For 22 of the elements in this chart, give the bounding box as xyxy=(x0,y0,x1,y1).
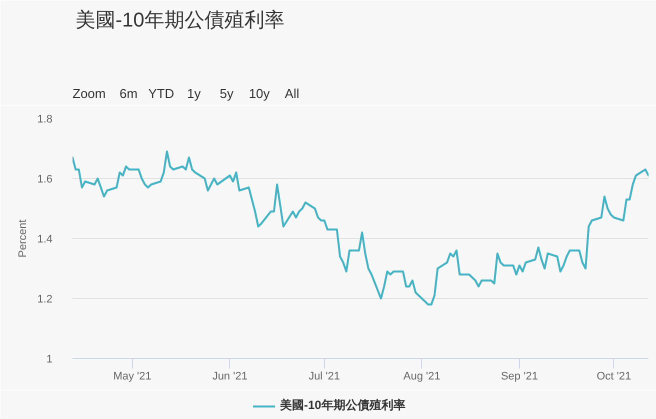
text: Zoom xyxy=(72,86,106,101)
y-tick-label: 1.6 xyxy=(37,174,53,186)
text: 1y xyxy=(187,86,202,101)
text: 10y xyxy=(248,86,270,101)
chart-title: 美國-10年期公債殖利率 xyxy=(76,8,284,32)
x-tick-label: Jul '21 xyxy=(308,370,340,382)
text: 6m xyxy=(119,86,138,101)
legend-label: 美國-10年期公債殖利率 xyxy=(280,397,406,414)
x-tick-label: Jun '21 xyxy=(212,370,248,382)
x-tick-label: May '21 xyxy=(113,370,152,382)
y-tick-label: 1.4 xyxy=(37,234,53,246)
y-tick-label: 1.8 xyxy=(37,114,53,126)
line-series xyxy=(72,150,648,306)
text: YTD xyxy=(148,86,174,101)
y-axis-title: Percent xyxy=(17,220,30,258)
x-tick-label: Aug '21 xyxy=(403,370,440,382)
text: 5y xyxy=(220,86,234,101)
x-tick-label: Oct '21 xyxy=(596,370,632,382)
y-tick-label: 1 xyxy=(46,354,53,366)
x-tick-label: Sep '21 xyxy=(500,370,538,382)
text: All xyxy=(284,86,300,101)
y-tick-label: 1.2 xyxy=(37,294,53,306)
